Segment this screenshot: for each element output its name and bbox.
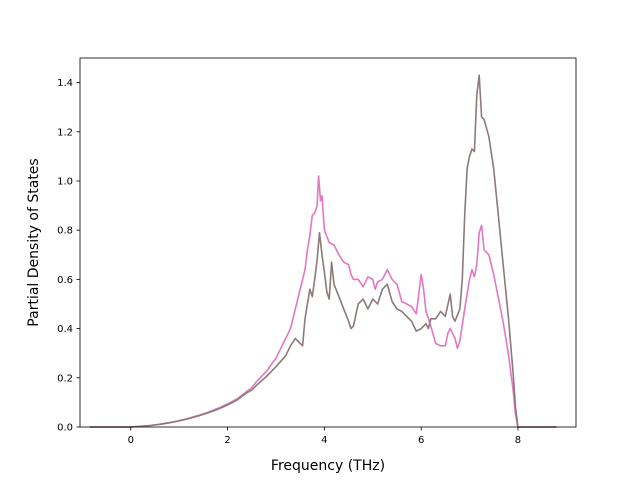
x-axis-ticks: 0 2 4 6 8 xyxy=(128,427,521,446)
series-line-1 xyxy=(89,175,557,428)
x-axis-label: Frequency (THz) xyxy=(271,458,385,474)
x-tick-label: 8 xyxy=(515,435,521,446)
y-tick-label: 0.6 xyxy=(57,275,73,286)
y-tick-label: 1.2 xyxy=(57,127,73,138)
y-tick-label: 1.0 xyxy=(57,177,73,188)
series-line-2 xyxy=(89,74,557,428)
y-tick-label: 1.4 xyxy=(57,78,73,89)
y-tick-label: 0.0 xyxy=(57,423,73,434)
y-axis-ticks: 0.0 0.2 0.4 0.6 0.8 1.0 1.2 1.4 xyxy=(57,78,80,434)
y-axis-label: Partial Density of States xyxy=(26,158,42,326)
y-tick-label: 0.2 xyxy=(57,373,73,384)
x-tick-label: 6 xyxy=(418,435,424,446)
x-tick-label: 4 xyxy=(321,435,327,446)
series-layer xyxy=(89,74,557,428)
y-tick-label: 0.8 xyxy=(57,226,73,237)
x-tick-label: 0 xyxy=(128,435,134,446)
y-tick-label: 0.4 xyxy=(57,324,73,335)
x-tick-label: 2 xyxy=(224,435,230,446)
plot-frame xyxy=(79,57,577,428)
